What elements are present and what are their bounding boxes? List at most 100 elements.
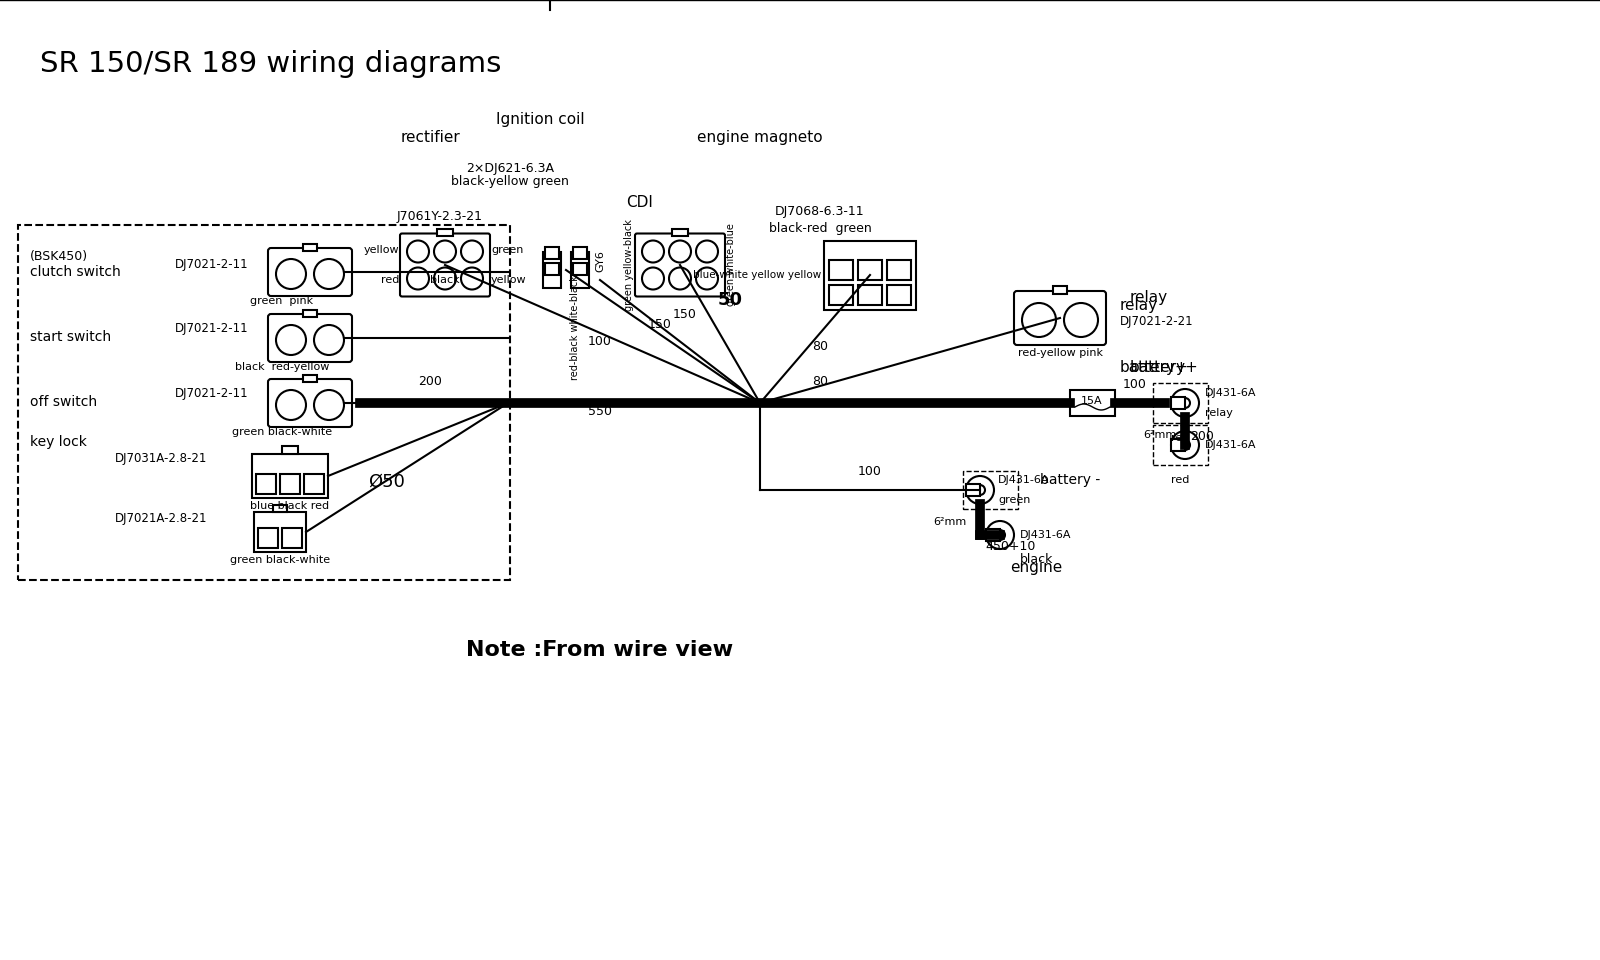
Circle shape <box>314 390 344 420</box>
Bar <box>963 471 1018 509</box>
Text: green yellow-black: green yellow-black <box>624 219 634 311</box>
Circle shape <box>995 530 1005 540</box>
Circle shape <box>974 485 986 495</box>
Text: 150: 150 <box>674 308 698 321</box>
Circle shape <box>669 241 691 262</box>
Circle shape <box>696 268 718 290</box>
Text: red: red <box>381 275 398 285</box>
FancyBboxPatch shape <box>1014 291 1106 345</box>
Text: battery+: battery+ <box>1130 360 1198 375</box>
Text: green: green <box>491 245 523 255</box>
Text: Note :From wire view: Note :From wire view <box>467 640 733 660</box>
Text: CDI: CDI <box>627 195 653 210</box>
Circle shape <box>986 521 1014 549</box>
Circle shape <box>642 241 664 262</box>
Text: green: green <box>998 495 1030 505</box>
Bar <box>542 252 562 288</box>
Bar <box>1171 439 1186 451</box>
Text: 150: 150 <box>648 318 672 331</box>
Circle shape <box>277 390 306 420</box>
Text: 50: 50 <box>717 291 742 309</box>
Bar <box>302 310 317 317</box>
FancyBboxPatch shape <box>269 379 352 427</box>
Bar <box>829 284 853 304</box>
Circle shape <box>277 259 306 289</box>
Bar <box>302 244 317 251</box>
Text: 200: 200 <box>418 375 442 388</box>
Bar <box>858 284 882 304</box>
Bar <box>573 247 587 259</box>
Circle shape <box>1181 398 1190 408</box>
Text: DJ7031A-2.8-21: DJ7031A-2.8-21 <box>115 452 208 465</box>
Text: 100: 100 <box>1123 378 1147 391</box>
Text: relay: relay <box>1205 408 1234 418</box>
Text: 6²mm: 6²mm <box>933 517 966 527</box>
Text: red: red <box>1171 475 1189 485</box>
Text: red-black white-black: red-black white-black <box>570 275 579 380</box>
Circle shape <box>406 268 429 290</box>
Bar <box>254 512 306 552</box>
Circle shape <box>314 259 344 289</box>
Bar <box>986 529 1000 541</box>
Text: rectifier: rectifier <box>400 130 459 145</box>
Bar <box>886 259 910 279</box>
Bar <box>256 474 277 494</box>
Text: GY6: GY6 <box>595 250 605 272</box>
Bar <box>672 228 688 235</box>
Bar <box>546 247 558 259</box>
Text: DJ7021-2-11: DJ7021-2-11 <box>174 258 248 271</box>
Text: relay: relay <box>1130 290 1168 305</box>
FancyBboxPatch shape <box>269 314 352 362</box>
Bar <box>1070 390 1115 416</box>
Bar <box>274 505 286 512</box>
Text: DJ431-6A: DJ431-6A <box>998 475 1050 485</box>
Circle shape <box>669 268 691 290</box>
Text: battery+: battery+ <box>1120 360 1189 375</box>
Text: 2×DJ621-6.3A: 2×DJ621-6.3A <box>466 162 554 175</box>
Text: green  pink: green pink <box>251 296 314 306</box>
Text: yellow: yellow <box>491 275 526 285</box>
Circle shape <box>642 268 664 290</box>
Text: black-yellow green: black-yellow green <box>451 175 570 188</box>
Text: blue-white yellow yellow: blue-white yellow yellow <box>693 270 821 280</box>
Text: green white-blue: green white-blue <box>726 224 736 306</box>
Text: DJ7068-6.3-11: DJ7068-6.3-11 <box>774 205 866 218</box>
Circle shape <box>461 268 483 290</box>
Circle shape <box>314 325 344 355</box>
Text: 6²mm: 6²mm <box>1144 430 1176 440</box>
Text: black: black <box>430 275 459 285</box>
Text: red-yellow pink: red-yellow pink <box>1018 348 1102 358</box>
Bar <box>1152 383 1208 423</box>
Bar <box>302 375 317 382</box>
Circle shape <box>434 241 456 262</box>
Text: SR 150/SR 189 wiring diagrams: SR 150/SR 189 wiring diagrams <box>40 50 501 78</box>
Text: black-red  green: black-red green <box>768 222 872 235</box>
Text: DJ431-6A: DJ431-6A <box>1021 530 1072 540</box>
Text: 450+10: 450+10 <box>986 540 1035 553</box>
Circle shape <box>434 268 456 290</box>
Text: relay: relay <box>1120 298 1158 313</box>
Text: yellow: yellow <box>363 245 398 255</box>
Bar <box>258 528 278 548</box>
Circle shape <box>1064 303 1098 337</box>
Text: DJ7021A-2.8-21: DJ7021A-2.8-21 <box>115 512 208 525</box>
Circle shape <box>1171 389 1198 417</box>
Text: DJ7021-2-11: DJ7021-2-11 <box>174 387 248 400</box>
Text: Ignition coil: Ignition coil <box>496 112 584 127</box>
Bar <box>18 225 510 580</box>
Text: DJ431-6A: DJ431-6A <box>1205 388 1256 398</box>
Text: 100: 100 <box>858 465 882 478</box>
Bar <box>829 259 853 279</box>
Text: DJ7021-2-21: DJ7021-2-21 <box>1120 315 1194 328</box>
Text: off switch: off switch <box>30 395 98 409</box>
Text: blue black red: blue black red <box>251 501 330 511</box>
Bar <box>437 228 453 235</box>
Text: 80: 80 <box>813 340 829 353</box>
Circle shape <box>966 476 994 504</box>
Text: DJ7021-2-11: DJ7021-2-11 <box>174 322 248 335</box>
Text: engine: engine <box>1010 560 1062 575</box>
Text: 15A: 15A <box>1082 396 1102 406</box>
Bar <box>304 474 323 494</box>
Bar <box>571 252 589 288</box>
Circle shape <box>1022 303 1056 337</box>
